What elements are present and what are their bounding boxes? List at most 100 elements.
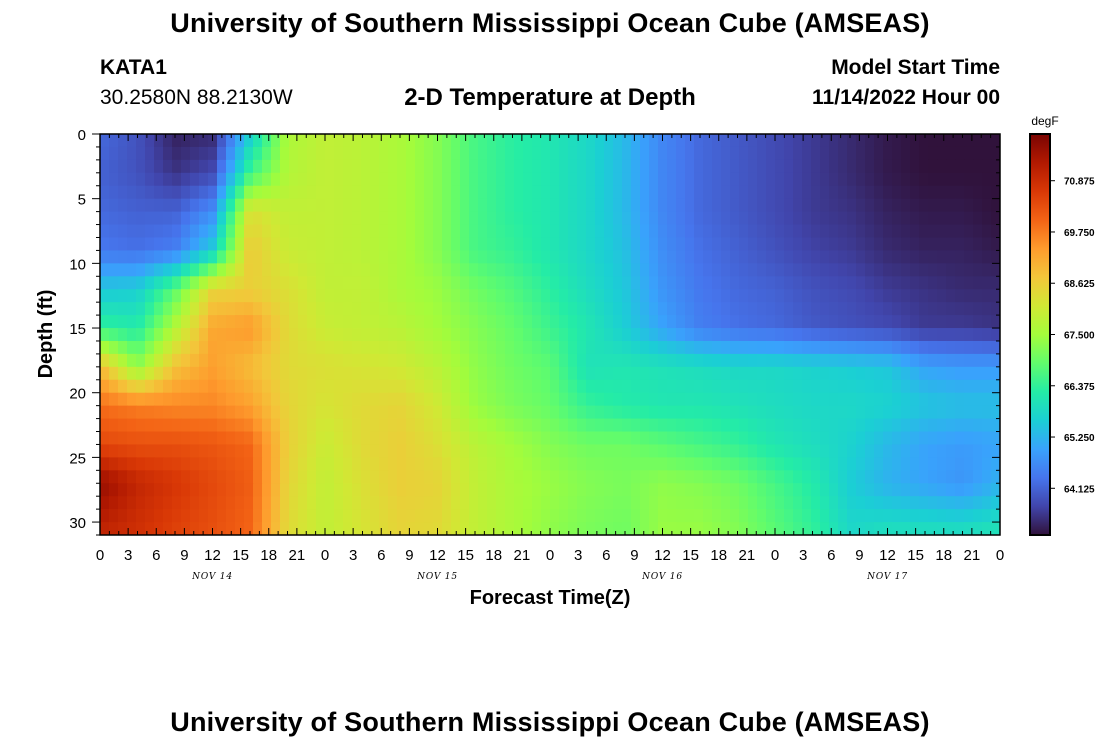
heatmap-cell <box>460 185 470 200</box>
heatmap-cell <box>613 289 623 303</box>
heatmap-cell <box>649 496 659 510</box>
heatmap-cell <box>874 276 884 290</box>
heatmap-cell <box>946 522 956 535</box>
heatmap-cell <box>469 328 479 342</box>
heatmap-cell <box>919 250 929 264</box>
heatmap-cell <box>676 172 686 187</box>
heatmap-cell <box>523 509 533 523</box>
heatmap-cell <box>892 496 902 510</box>
heatmap-cell <box>883 146 893 161</box>
heatmap-cell <box>865 250 875 264</box>
heatmap-cell <box>478 146 488 161</box>
heatmap-cell <box>307 392 317 407</box>
heatmap-cell <box>631 418 641 433</box>
heatmap-cell <box>262 198 272 213</box>
heatmap-cell <box>397 315 407 329</box>
heatmap-cell <box>847 470 857 484</box>
heatmap-cell <box>937 134 947 148</box>
heatmap-cell <box>604 340 614 355</box>
heatmap-cell <box>397 302 407 316</box>
heatmap-cell <box>973 353 983 368</box>
heatmap-cell <box>523 134 533 148</box>
heatmap-cell <box>847 237 857 252</box>
heatmap-cell <box>694 237 704 252</box>
heatmap-cell <box>928 134 938 148</box>
heatmap-cell <box>757 159 767 174</box>
heatmap-cell <box>469 172 479 187</box>
heatmap-cell <box>280 172 290 187</box>
heatmap-cell <box>235 457 245 471</box>
heatmap-cell <box>946 483 956 497</box>
heatmap-cell <box>703 328 713 342</box>
heatmap-cell <box>100 496 110 510</box>
heatmap-cell <box>775 366 785 381</box>
heatmap-cell <box>505 483 515 497</box>
heatmap-cell <box>496 211 506 226</box>
heatmap-cell <box>586 457 596 471</box>
heatmap-cell <box>244 328 254 342</box>
heatmap-cell <box>595 146 605 161</box>
heatmap-cell <box>262 289 272 303</box>
heatmap-cell <box>190 159 200 174</box>
heatmap-cell <box>865 431 875 446</box>
heatmap-cell <box>568 366 578 381</box>
heatmap-cell <box>289 392 299 407</box>
heatmap-cell <box>955 405 965 420</box>
heatmap-cell <box>289 457 299 471</box>
heatmap-cell <box>370 146 380 161</box>
heatmap-cell <box>478 509 488 523</box>
heatmap-cell <box>109 276 119 290</box>
heatmap-cell <box>793 405 803 420</box>
heatmap-cell <box>289 470 299 484</box>
heatmap-cell <box>397 470 407 484</box>
heatmap-cell <box>595 509 605 523</box>
heatmap-cell <box>478 483 488 497</box>
heatmap-cell <box>352 405 362 420</box>
heatmap-cell <box>730 353 740 368</box>
heatmap-cell <box>487 328 497 342</box>
heatmap-cell <box>694 483 704 497</box>
heatmap-cell <box>100 392 110 407</box>
heatmap-cell <box>937 405 947 420</box>
heatmap-cell <box>649 379 659 394</box>
heatmap-cell <box>676 509 686 523</box>
heatmap-cell <box>838 134 848 148</box>
heatmap-cell <box>775 457 785 471</box>
heatmap-cell <box>838 340 848 355</box>
heatmap-cell <box>964 134 974 148</box>
heatmap-cell <box>946 159 956 174</box>
heatmap-cell <box>154 444 164 458</box>
heatmap-cell <box>523 224 533 239</box>
heatmap-cell <box>730 224 740 239</box>
heatmap-cell <box>667 418 677 433</box>
heatmap-cell <box>469 379 479 394</box>
heatmap-cell <box>118 250 128 264</box>
heatmap-cell <box>262 444 272 458</box>
heatmap-cell <box>190 211 200 226</box>
heatmap-cell <box>838 159 848 174</box>
heatmap-cell <box>964 224 974 239</box>
heatmap-cell <box>883 444 893 458</box>
heatmap-cell <box>820 276 830 290</box>
heatmap-cell <box>991 211 1000 226</box>
heatmap-cell <box>901 418 911 433</box>
heatmap-cell <box>892 289 902 303</box>
heatmap-cell <box>172 224 182 239</box>
heatmap-cell <box>631 315 641 329</box>
heatmap-cell <box>730 263 740 277</box>
heatmap-cell <box>667 237 677 252</box>
heatmap-cell <box>748 418 758 433</box>
heatmap-cell <box>154 522 164 535</box>
heatmap-cell <box>739 418 749 433</box>
heatmap-cell <box>415 159 425 174</box>
heatmap-cell <box>208 444 218 458</box>
heatmap-cell <box>856 146 866 161</box>
heatmap-cell <box>685 496 695 510</box>
heatmap-cell <box>109 522 119 535</box>
heatmap-cell <box>343 353 353 368</box>
heatmap-cell <box>937 315 947 329</box>
heatmap-cell <box>793 496 803 510</box>
heatmap-cell <box>397 418 407 433</box>
heatmap-cell <box>307 496 317 510</box>
heatmap-cell <box>631 444 641 458</box>
